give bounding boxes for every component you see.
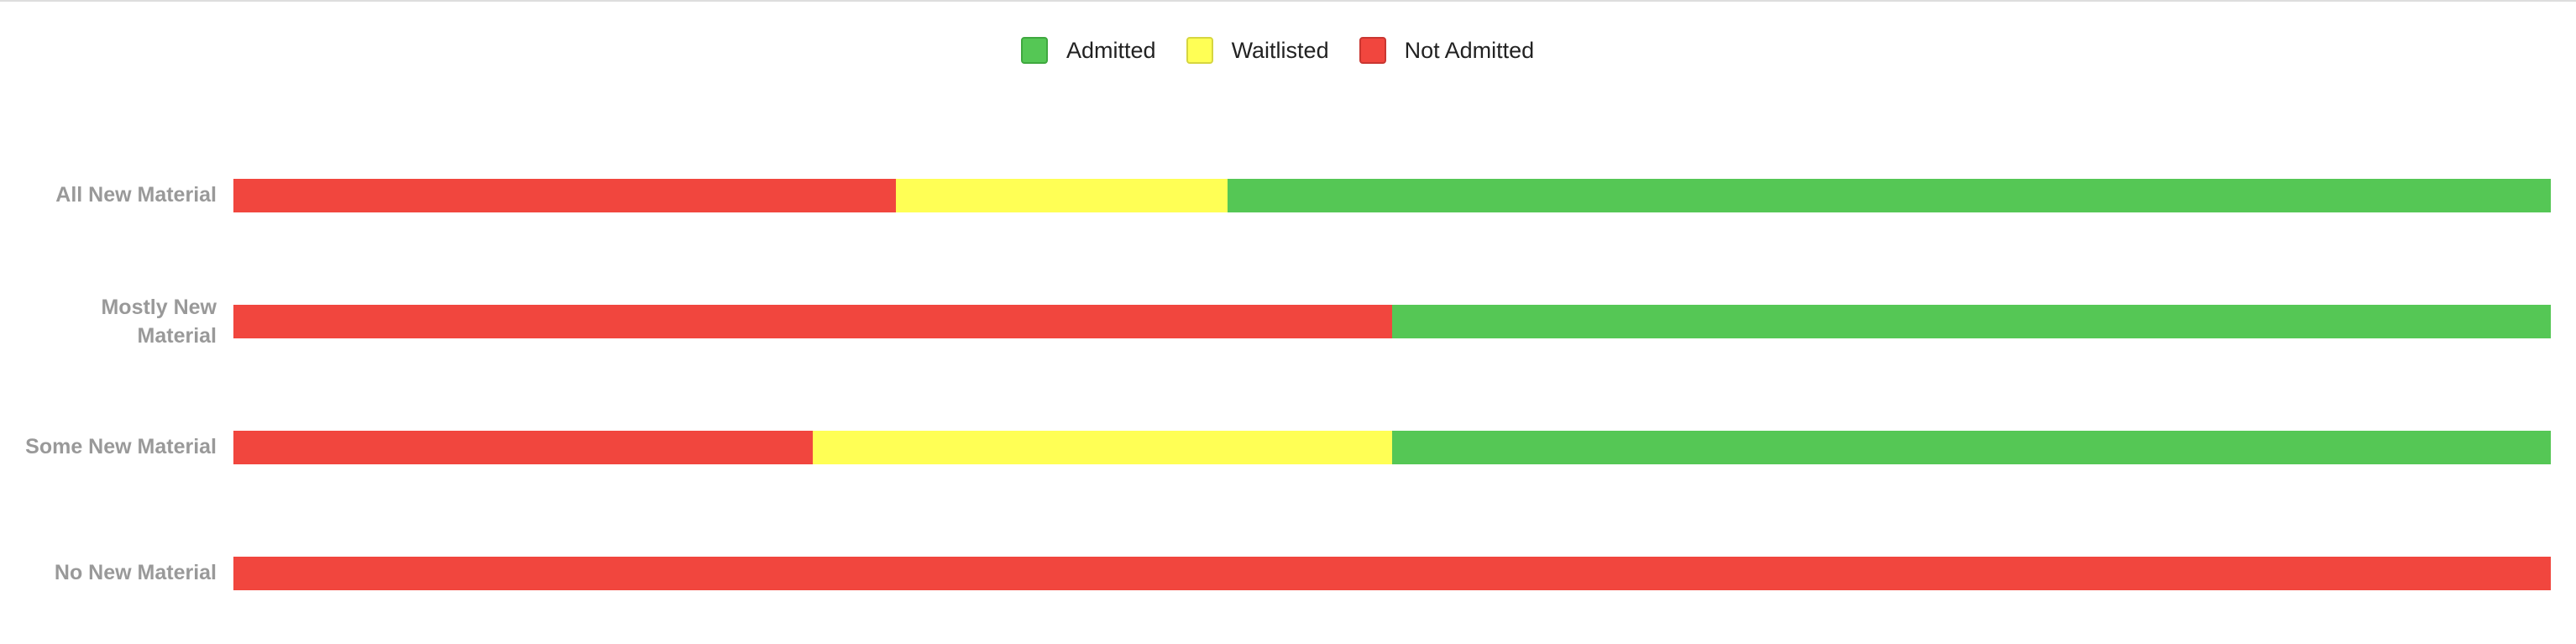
bar-segment-admitted[interactable] xyxy=(1392,431,2551,464)
bar-segment-not-admitted[interactable] xyxy=(233,305,1392,338)
legend-swatch-waitlisted xyxy=(1186,37,1213,64)
bar-segment-not-admitted[interactable] xyxy=(233,431,813,464)
bar-segment-admitted[interactable] xyxy=(1228,179,2551,212)
category-label: All New Material xyxy=(55,183,217,207)
legend-label: Waitlisted xyxy=(1231,37,1329,63)
stacked-bar xyxy=(233,305,2551,338)
bar-segment-not-admitted[interactable] xyxy=(233,179,897,212)
top-divider xyxy=(0,0,2576,2)
bar-segment-waitlisted[interactable] xyxy=(896,179,1228,212)
category-label: No New Material xyxy=(54,561,217,584)
stacked-bar xyxy=(233,431,2551,464)
bar-segment-admitted[interactable] xyxy=(1392,305,2551,338)
stacked-bar xyxy=(233,179,2551,212)
legend-swatch-not-admitted xyxy=(1359,37,1386,64)
stacked-bar xyxy=(233,557,2551,590)
legend-item-not-admitted[interactable]: Not Admitted xyxy=(1359,37,1535,64)
category-label: Some New Material xyxy=(25,435,217,458)
legend-item-waitlisted[interactable]: Waitlisted xyxy=(1186,37,1329,64)
legend-label: Admitted xyxy=(1066,37,1156,63)
bar-segment-not-admitted[interactable] xyxy=(233,557,2551,590)
legend-swatch-admitted xyxy=(1021,37,1048,64)
legend-label: Not Admitted xyxy=(1404,37,1535,63)
chart-legend: Admitted Waitlisted Not Admitted xyxy=(1021,37,1564,64)
legend-item-admitted[interactable]: Admitted xyxy=(1021,37,1156,64)
category-label: Mostly New Material xyxy=(101,296,217,348)
bar-segment-waitlisted[interactable] xyxy=(813,431,1392,464)
